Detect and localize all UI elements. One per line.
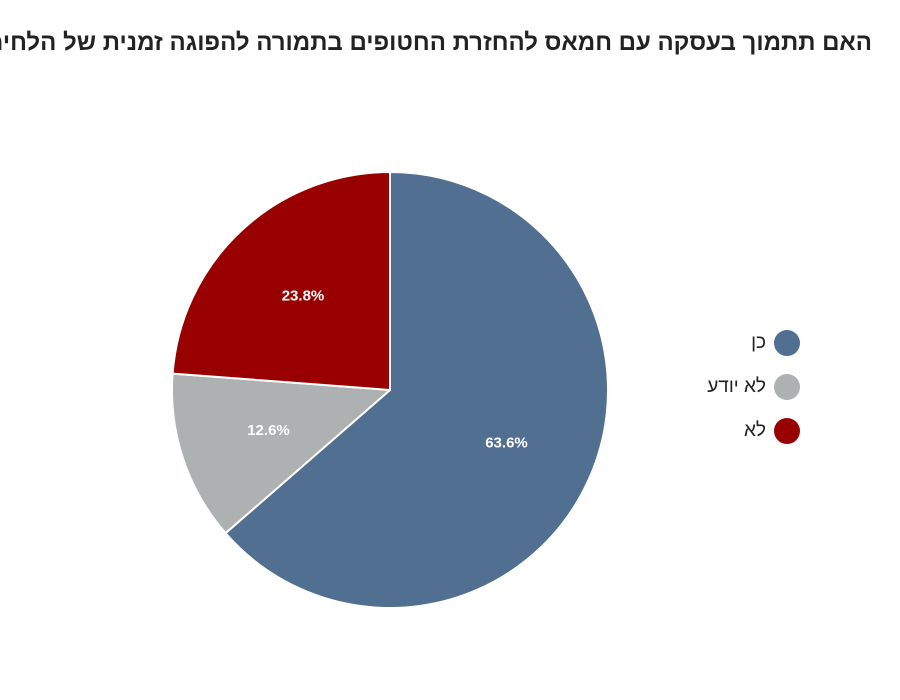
legend-swatch-yes xyxy=(774,330,800,356)
legend-label-yes: כן xyxy=(751,332,766,353)
legend-label-dont-know: לא יודע xyxy=(707,376,766,397)
pie-label-no: 23.8% xyxy=(282,288,325,305)
pie-label-yes: 63.6% xyxy=(485,435,528,452)
pie-slice-yes[interactable] xyxy=(224,171,609,609)
pie-slice-labels: 63.6% 12.6% 23.8% xyxy=(247,288,528,452)
legend-swatch-no xyxy=(774,418,800,444)
pie-slices xyxy=(171,171,609,609)
legend-swatch-dont-know xyxy=(774,374,800,400)
legend-item-no[interactable]: לא xyxy=(650,418,800,444)
legend-item-dont-know[interactable]: לא יודע xyxy=(650,374,800,400)
chart-title: האם תתמוך בעסקה עם חמאס להחזרת החטופים ב… xyxy=(0,29,872,56)
pie-slice-dont-know[interactable] xyxy=(171,372,391,535)
legend-label-no: לא xyxy=(744,420,766,441)
pie-slice-no[interactable] xyxy=(171,171,391,391)
pie-label-dont-know: 12.6% xyxy=(247,422,290,439)
legend-item-yes[interactable]: כן xyxy=(650,330,800,356)
legend: כן לא יודע לא xyxy=(650,330,800,462)
